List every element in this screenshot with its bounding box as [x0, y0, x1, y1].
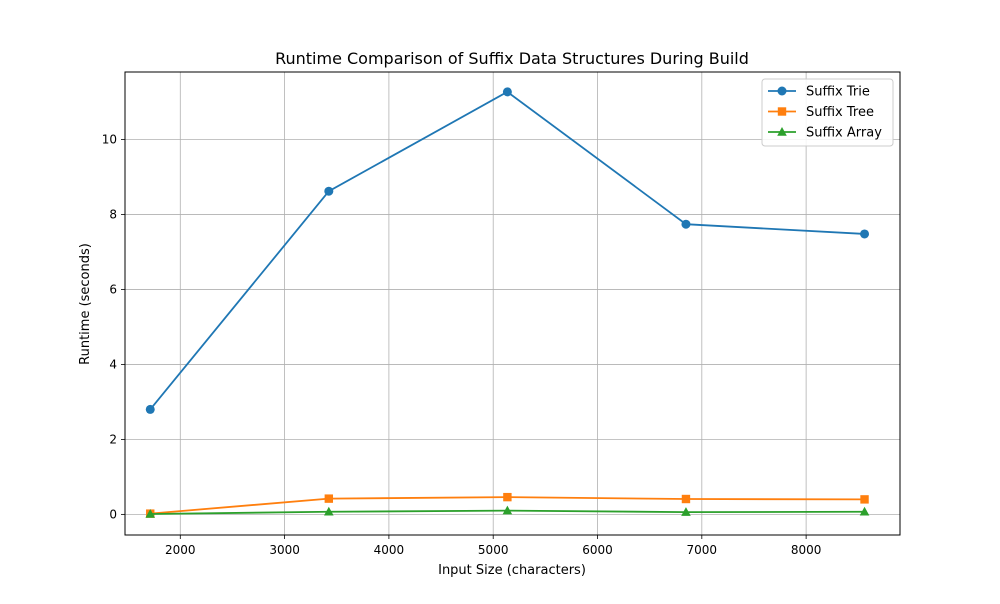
data-point-suffix-tree: [860, 495, 869, 504]
data-point-suffix-array: [145, 509, 156, 518]
x-tick-label: 6000: [582, 543, 613, 557]
legend-marker-suffix-trie: [777, 86, 787, 96]
x-tick-label: 5000: [478, 543, 509, 557]
legend-label-suffix-trie: Suffix Trie: [806, 85, 870, 100]
y-tick-label: 10: [102, 132, 117, 146]
data-point-suffix-trie: [502, 87, 512, 97]
data-point-suffix-array: [324, 506, 334, 516]
data-point-suffix-trie: [324, 186, 334, 196]
series-layer: [145, 87, 870, 518]
x-tick-label: 4000: [374, 543, 405, 557]
series-suffix-array: [145, 505, 870, 518]
y-tick-label: 0: [109, 507, 117, 521]
data-point-suffix-tree: [681, 494, 691, 504]
data-point-suffix-trie: [860, 229, 870, 239]
x-tick-label: 2000: [165, 543, 196, 557]
x-tick-label: 7000: [687, 543, 718, 557]
data-point-suffix-array: [502, 505, 513, 515]
data-point-suffix-tree: [503, 492, 512, 502]
x-axis-label: Input Size (characters): [438, 563, 586, 578]
legend-marker-suffix-array: [777, 127, 787, 136]
data-point-suffix-trie: [681, 219, 691, 229]
legend-marker-suffix-tree: [777, 107, 787, 116]
axis-ticks: 2000 3000 4000 5000 6000 7000 8000 0 2 4 6 8 10: [102, 132, 822, 557]
legend-box: [761, 78, 894, 147]
x-tick-label: 8000: [791, 543, 822, 557]
y-tick-label: 6: [109, 282, 117, 296]
y-tick-label: 2: [109, 432, 117, 446]
series-suffix-trie: [145, 87, 870, 414]
legend: Suffix Trie Suffix Tree Suffix Array: [761, 78, 894, 147]
legend-label-suffix-tree: Suffix Tree: [806, 105, 874, 120]
y-tick-label: 8: [109, 207, 117, 221]
plot-frame: [124, 71, 901, 536]
data-point-suffix-tree: [324, 494, 334, 503]
x-tick-label: 3000: [269, 543, 300, 557]
data-point-suffix-array: [681, 507, 691, 516]
data-point-suffix-trie: [145, 404, 155, 414]
y-tick-label: 4: [109, 357, 117, 371]
legend-label-suffix-array: Suffix Array: [806, 126, 882, 141]
chart-title: Runtime Comparison of Suffix Data Struct…: [275, 49, 749, 68]
y-axis-label: Runtime (seconds): [78, 243, 93, 365]
data-point-suffix-array: [859, 506, 870, 516]
